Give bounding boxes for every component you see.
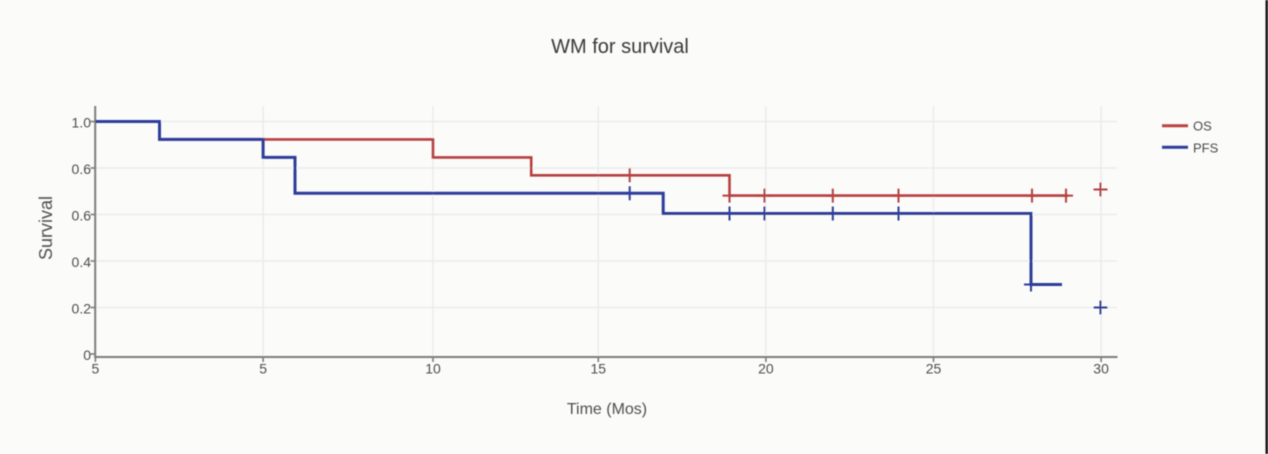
svg-text:5: 5	[92, 361, 100, 377]
svg-text:0.2: 0.2	[72, 301, 92, 317]
svg-text:20: 20	[758, 361, 774, 377]
svg-text:30: 30	[1093, 361, 1109, 377]
svg-text:0.6: 0.6	[72, 161, 92, 177]
svg-text:Time (Mos): Time (Mos)	[567, 401, 647, 418]
svg-text:Survival: Survival	[36, 196, 56, 260]
svg-text:1.0: 1.0	[72, 115, 92, 131]
svg-text:25: 25	[926, 361, 942, 377]
svg-text:0: 0	[83, 347, 91, 363]
svg-text:WM for survival: WM for survival	[551, 36, 689, 58]
svg-text:10: 10	[425, 361, 441, 377]
svg-text:5: 5	[259, 361, 267, 377]
svg-text:OS: OS	[1193, 119, 1212, 134]
svg-text:PFS: PFS	[1193, 141, 1219, 156]
svg-text:15: 15	[591, 361, 607, 377]
svg-text:0.4: 0.4	[72, 254, 92, 270]
svg-text:0.6: 0.6	[72, 208, 92, 224]
